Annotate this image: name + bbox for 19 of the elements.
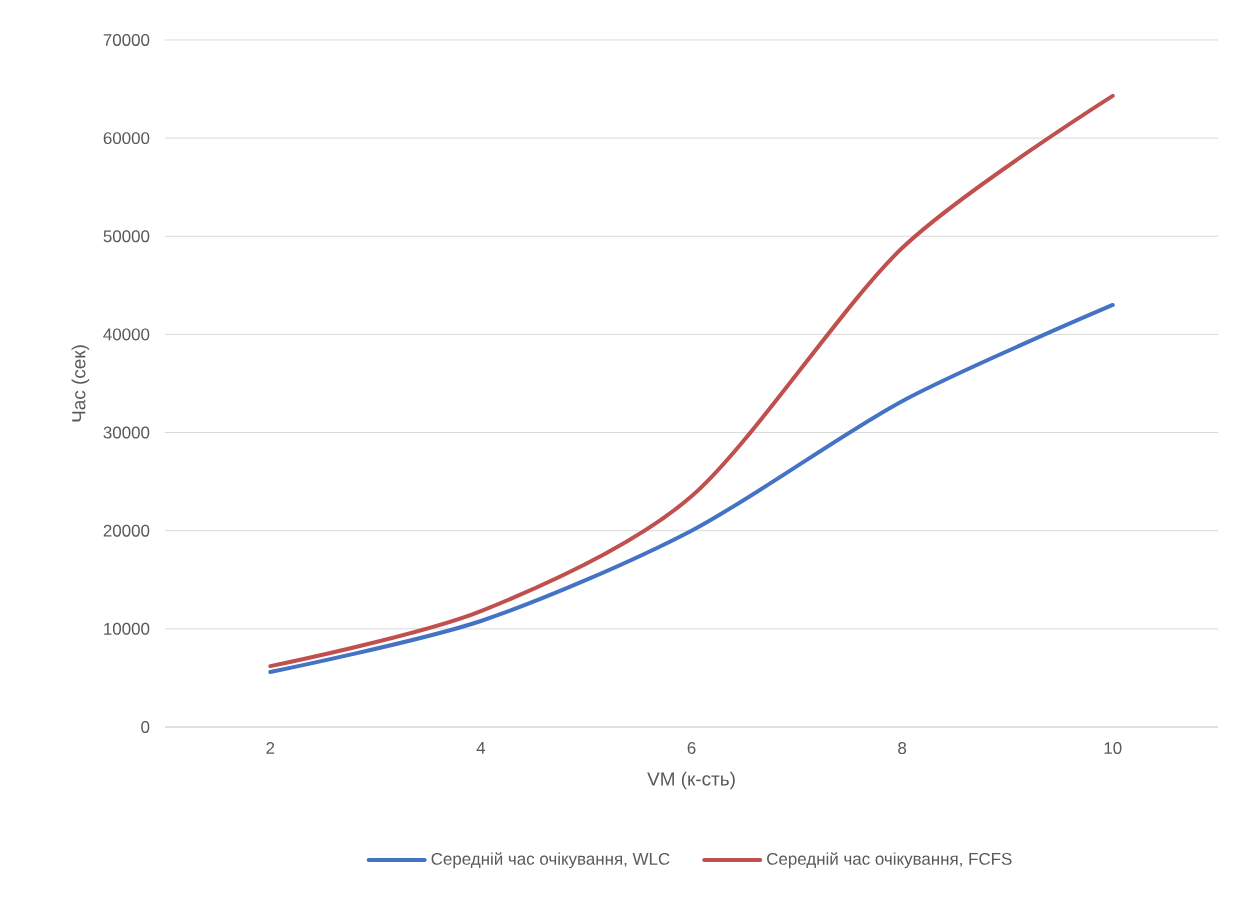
y-tick-label: 10000: [104, 622, 150, 635]
y-axis-title: Час (сек): [71, 345, 90, 422]
y-tick-label: 0: [141, 721, 150, 733]
y-tick-label: 20000: [103, 524, 150, 537]
y-tick-label: 60000: [103, 132, 150, 145]
y-tick-label: 40000: [103, 328, 150, 341]
line-series: [268, 93, 1115, 669]
y-tick-label: 70000: [103, 33, 150, 46]
y-tick-label: 50000: [103, 230, 150, 243]
x-tick-label: 10: [1104, 742, 1122, 755]
x-tick-label: 4: [476, 742, 486, 754]
x-tick-label: 8: [898, 742, 907, 755]
legend-label: Середній час очікування, WLC: [431, 852, 670, 869]
y-tick-label: 30000: [103, 426, 150, 439]
x-tick-label: 6: [687, 742, 696, 755]
x-axis-title: VM (к-сть): [647, 771, 735, 790]
legend-label: Середній час очікування, FCFS: [767, 852, 1012, 869]
line-series: [268, 302, 1115, 675]
x-tick-label: 2: [266, 742, 275, 754]
